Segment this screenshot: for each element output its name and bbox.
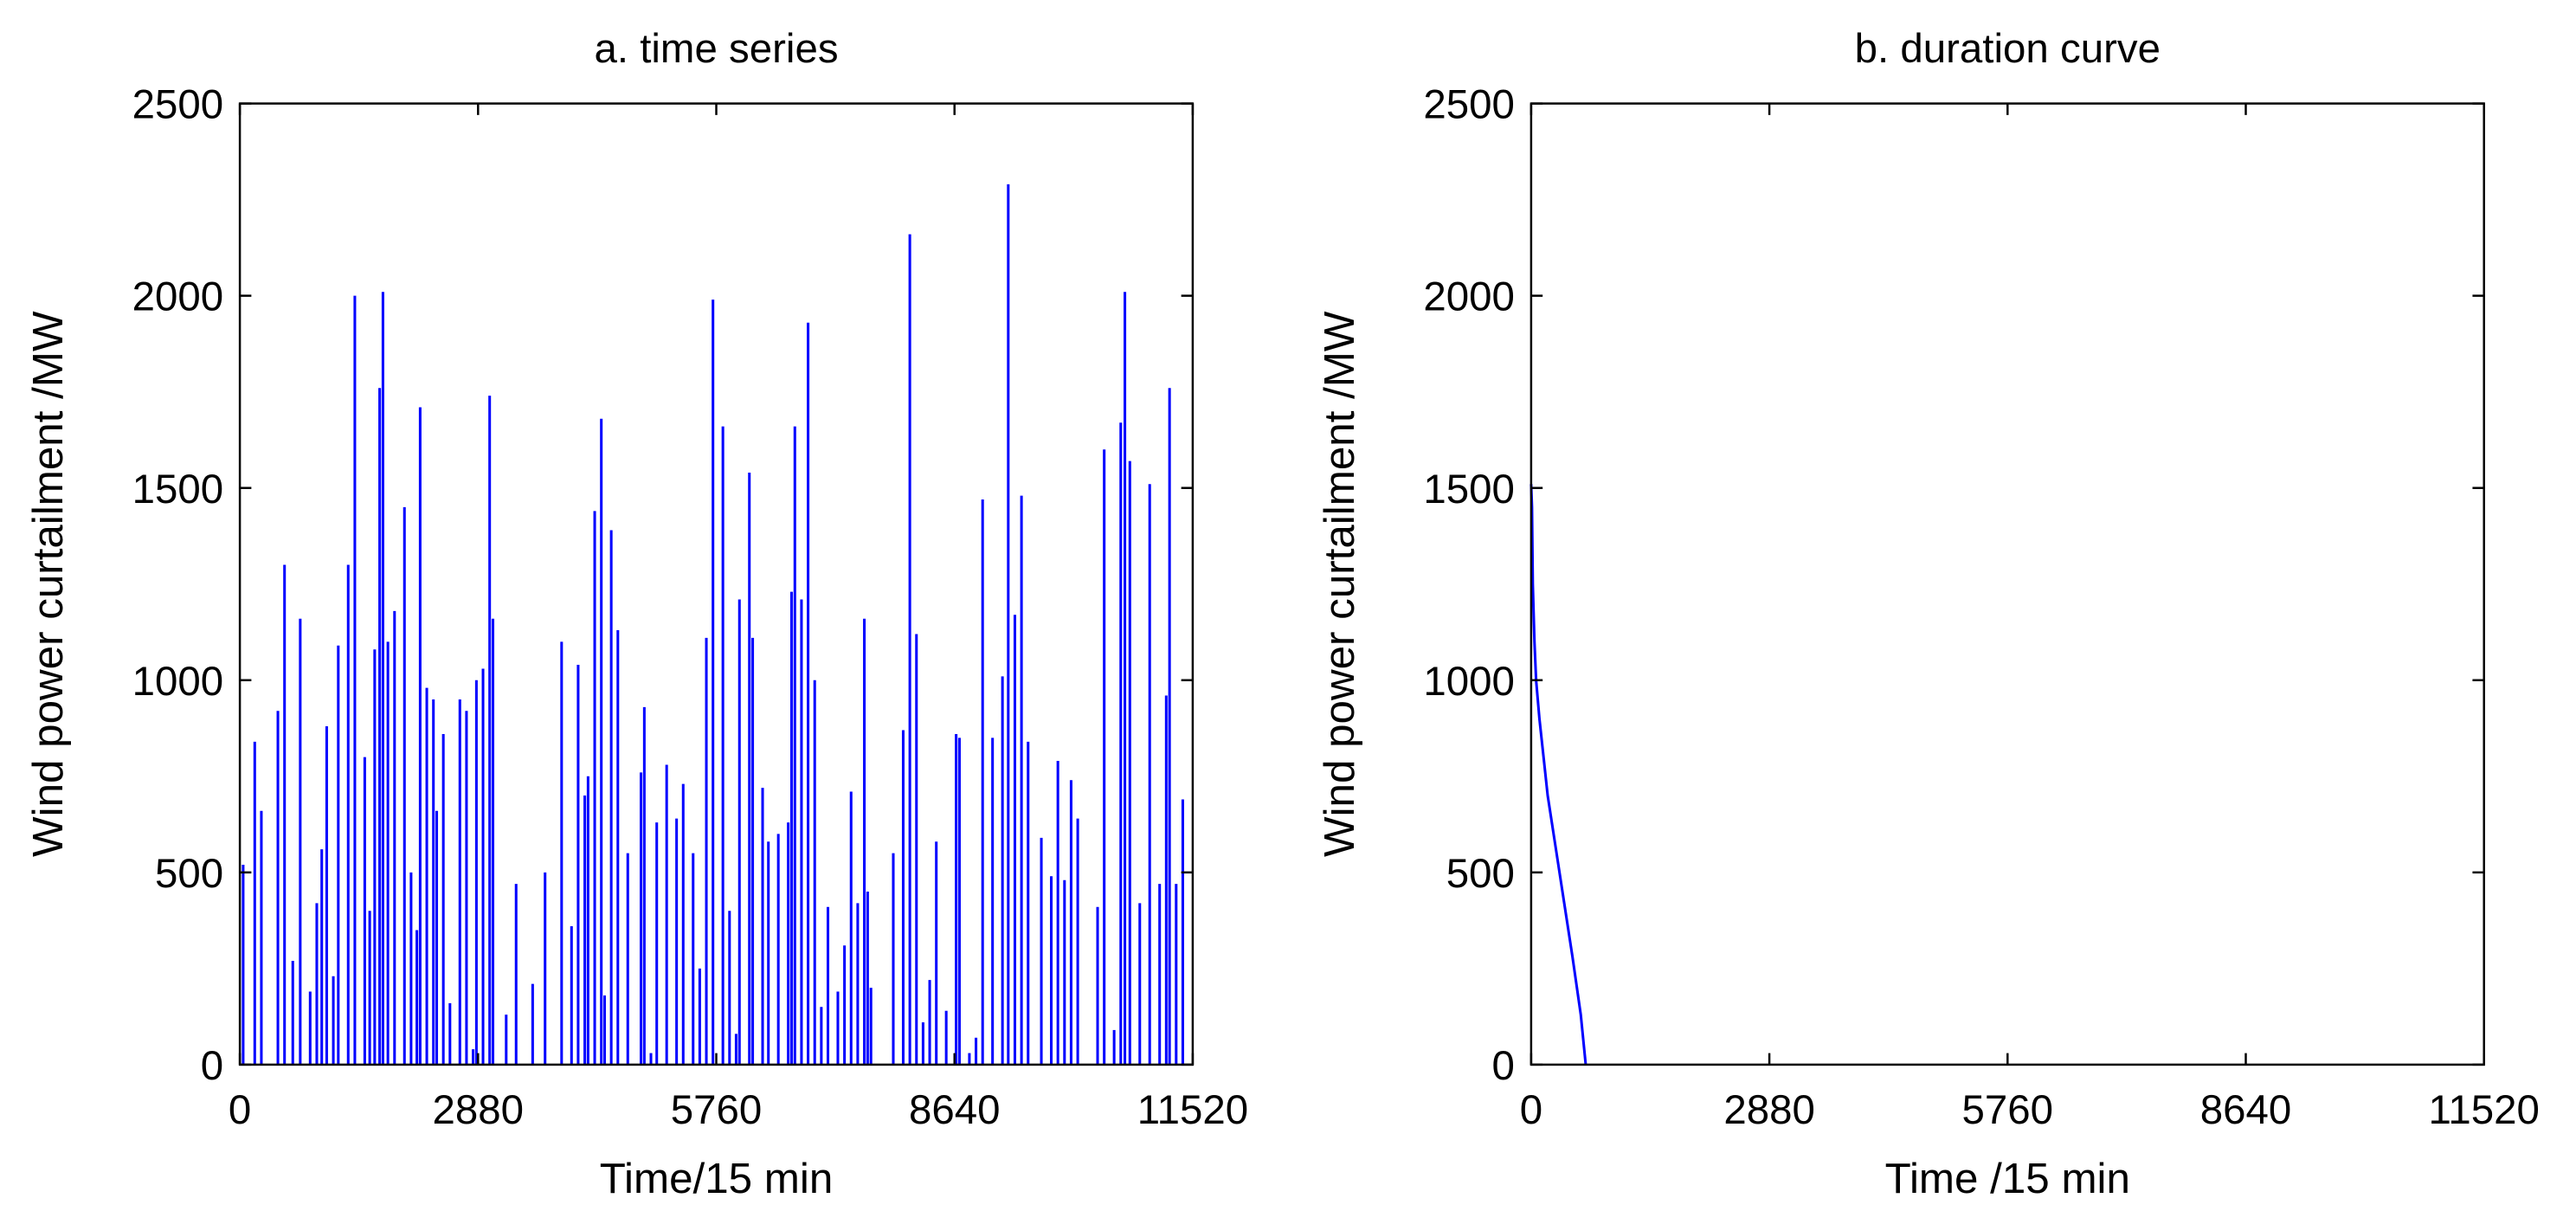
x-tick-label: 5760: [671, 1087, 763, 1133]
y-tick-label: 1500: [132, 467, 224, 512]
plot-area: [240, 103, 1193, 1065]
x-axis-label: Time /15 min: [1885, 1155, 2130, 1202]
x-axis-label: Time/15 min: [600, 1155, 834, 1202]
plot-area: [1530, 103, 2484, 1065]
x-tick-label: 2880: [433, 1087, 525, 1133]
y-tick-label: 500: [1446, 851, 1515, 897]
y-tick-label: 2000: [1423, 274, 1515, 320]
chart-title: a. time series: [594, 26, 838, 72]
y-tick-label: 2000: [132, 274, 224, 320]
x-tick-label: 11520: [2429, 1087, 2540, 1133]
x-tick-label: 0: [229, 1087, 251, 1133]
y-axis-label: Wind power curtailment /MW: [24, 311, 72, 857]
x-tick-label: 8640: [2200, 1087, 2292, 1133]
x-tick-label: 0: [1520, 1087, 1542, 1133]
x-tick-label: 11520: [1137, 1087, 1248, 1133]
y-tick-label: 2500: [132, 82, 224, 128]
y-tick-label: 1000: [132, 659, 224, 705]
x-tick-label: 5760: [1962, 1087, 2054, 1133]
x-tick-label: 2880: [1723, 1087, 1815, 1133]
x-tick-label: 8640: [909, 1087, 1001, 1133]
y-tick-label: 500: [155, 851, 223, 897]
y-axis-label: Wind power curtailment /MW: [1316, 311, 1363, 857]
y-tick-label: 0: [1492, 1043, 1515, 1089]
y-tick-label: 0: [201, 1043, 223, 1089]
y-tick-label: 1500: [1423, 467, 1515, 512]
chart-title: b. duration curve: [1855, 26, 2161, 72]
y-tick-label: 1000: [1423, 659, 1515, 705]
y-tick-label: 2500: [1423, 82, 1515, 128]
duration-line: [1530, 484, 1587, 1066]
